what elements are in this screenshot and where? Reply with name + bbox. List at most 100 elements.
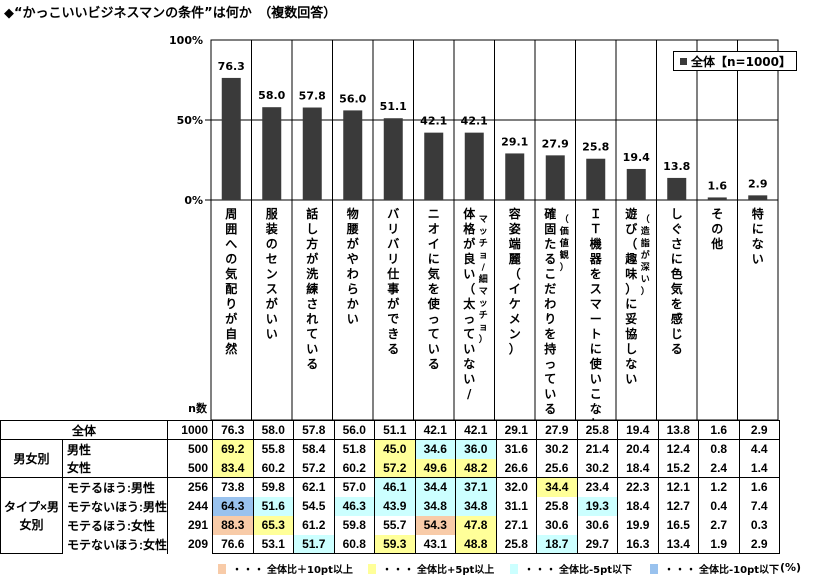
bar-value-label: 29.1 <box>501 135 528 148</box>
table-cell: 31.6 <box>496 439 537 459</box>
table-cell: 15.2 <box>658 458 699 478</box>
category-label: 容姿端麗（イケメン） <box>508 206 521 356</box>
legend-label: 全体【n=1000】 <box>691 54 791 69</box>
category-sublabel: （造詣が深い） <box>641 214 651 297</box>
table-cell: 19.3 <box>577 496 618 516</box>
category-label: バリバリ仕事ができる <box>386 207 399 356</box>
table-cell: 49.6 <box>415 458 456 478</box>
table-cell: 54.3 <box>415 515 456 535</box>
table-cell: 69.2 <box>212 439 254 459</box>
y-tick-label: 0% <box>184 194 203 207</box>
bar-value-label: 1.6 <box>708 179 728 192</box>
table-row: モテないほう:男性 244 64.3 51.6 54.5 46.3 43.9 34.8 34.8… <box>1 496 780 516</box>
key-dots: ・・・ <box>524 565 557 576</box>
table-cell: 46.1 <box>374 477 416 497</box>
table-cell: 55.8 <box>253 439 294 459</box>
bar-value-label: 42.1 <box>461 115 488 128</box>
table-cell: 27.1 <box>496 515 537 535</box>
legend-swatch <box>680 57 687 65</box>
table-cell: 56.0 <box>334 420 375 440</box>
table-cell: 73.8 <box>212 477 254 497</box>
table-cell: 51.6 <box>253 496 294 516</box>
table-cell: 25.8 <box>577 420 618 440</box>
category-label: 特にない <box>752 206 764 266</box>
row-n: 256 <box>167 477 213 497</box>
table-cell: 2.7 <box>698 515 740 535</box>
table-cell: 42.1 <box>415 420 456 440</box>
table-cell: 27.9 <box>536 420 578 440</box>
key-item: ・・・ 全体比-10pt以下 <box>650 561 779 576</box>
table-cell: 25.8 <box>496 534 537 554</box>
table-cell: 57.0 <box>334 477 375 497</box>
bar-value-label: 25.8 <box>582 141 609 154</box>
bar-value-label: 58.0 <box>258 89 285 102</box>
bar <box>586 158 606 200</box>
row-n: 500 <box>167 439 213 459</box>
bar-value-label: 2.9 <box>748 177 768 190</box>
table-cell: 4.4 <box>739 439 780 459</box>
table-cell: 22.3 <box>617 477 659 497</box>
table-cell: 83.4 <box>212 458 254 478</box>
bar-value-label: 13.8 <box>663 160 690 173</box>
table-cell: 30.2 <box>536 439 578 459</box>
crosstab-table: 全体 1000 76.3 58.0 57.8 56.0 51.1 42.1 42.1 29.1 27… <box>0 420 780 554</box>
table-cell: 47.8 <box>455 515 497 535</box>
y-tick-label: 50% <box>177 114 203 127</box>
table-cell: 26.6 <box>496 458 537 478</box>
table-cell: 19.4 <box>617 420 659 440</box>
table-cell: 31.1 <box>496 496 537 516</box>
table-cell: 32.0 <box>496 477 537 497</box>
table-cell: 51.8 <box>334 439 375 459</box>
bar-value-label: 27.9 <box>542 137 569 150</box>
bar <box>707 197 727 200</box>
table-cell: 60.8 <box>334 534 375 554</box>
key-label: 全体比+5pt以上 <box>417 565 495 576</box>
table-cell: 19.9 <box>617 515 659 535</box>
table-cell: 34.8 <box>415 496 456 516</box>
category-label: ニオイに気を使っている <box>427 207 441 371</box>
bar <box>424 132 444 200</box>
table-row: モテるほう:女性 291 88.3 65.3 61.2 59.8 55.7 54.3 47.8 2… <box>1 515 780 535</box>
table-cell: 1.6 <box>698 420 740 440</box>
table-cell: 45.0 <box>374 439 416 459</box>
bar-value-label: 76.3 <box>218 60 245 73</box>
table-cell: 1.9 <box>698 534 740 554</box>
category-sublabel: マッチョ/細マッチョ） <box>479 215 488 345</box>
category-label: しぐさに色気を感じる <box>671 207 683 356</box>
category-label: 確固たるこだわりを持っている <box>544 206 556 416</box>
category-label: 周囲への気配りが自然 <box>225 207 237 356</box>
table-cell: 34.8 <box>455 496 497 516</box>
table-cell: 1.2 <box>698 477 740 497</box>
table-cell: 54.5 <box>293 496 335 516</box>
bar <box>505 153 525 200</box>
table-cell: 30.6 <box>577 515 618 535</box>
table-cell: 53.1 <box>253 534 294 554</box>
category-label: 体格が良い（太っていない/ <box>463 206 476 401</box>
row-label: モテるほう:女性 <box>62 515 168 535</box>
table-cell: 34.4 <box>415 477 456 497</box>
table-cell: 16.5 <box>658 515 699 535</box>
table-cell: 16.3 <box>617 534 659 554</box>
key-item: ・・・ 全体比-5pt以下 <box>510 561 632 576</box>
row-n: 291 <box>167 515 213 535</box>
table-cell: 2.9 <box>739 534 780 554</box>
key-item: ・・・ 全体比+5pt以上 <box>368 561 494 576</box>
bar-value-label: 51.1 <box>380 100 407 113</box>
table-cell: 2.4 <box>698 458 740 478</box>
table-cell: 59.8 <box>334 515 375 535</box>
table-cell: 2.9 <box>739 420 780 440</box>
category-label: 話し方が洗練されている <box>306 206 318 371</box>
table-cell: 18.4 <box>617 458 659 478</box>
table-cell: 0.3 <box>739 515 780 535</box>
category-label: ＩＴ機器をスマートに使いこなしている <box>589 207 603 420</box>
table-cell: 51.1 <box>374 420 416 440</box>
table-cell: 29.1 <box>496 420 537 440</box>
key-item: ・・・ 全体比＋10pt以上 <box>218 561 353 576</box>
table-cell: 59.8 <box>253 477 294 497</box>
table-cell: 13.4 <box>658 534 699 554</box>
table-cell: 55.7 <box>374 515 416 535</box>
table-cell: 59.3 <box>374 534 416 554</box>
bar <box>302 107 322 200</box>
table-cell: 64.3 <box>212 496 254 516</box>
row-n: 209 <box>167 534 213 554</box>
